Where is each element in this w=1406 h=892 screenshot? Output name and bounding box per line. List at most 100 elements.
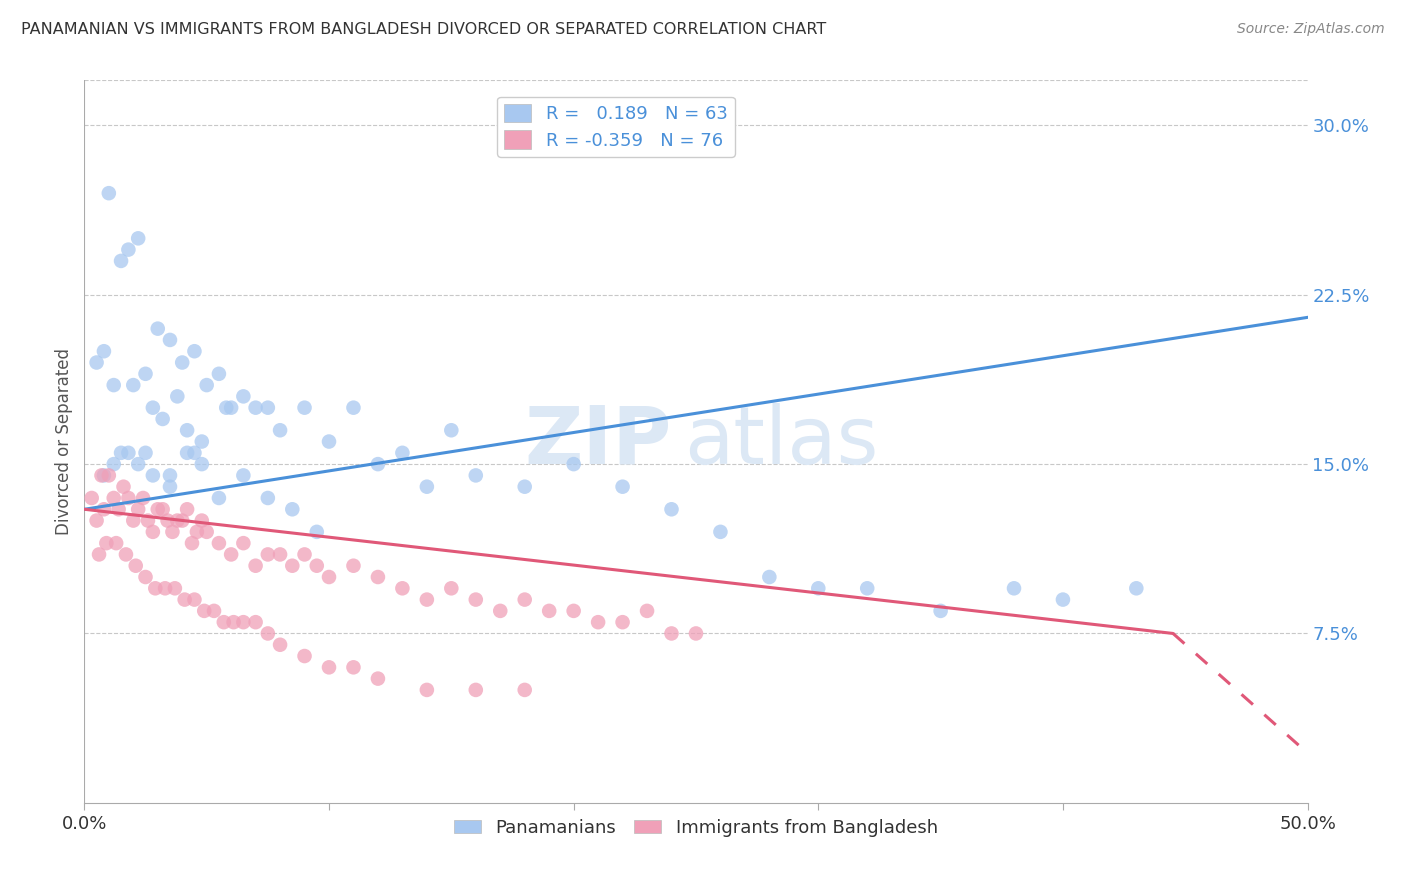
Point xyxy=(117,491,139,505)
Point xyxy=(586,615,609,630)
Point xyxy=(440,423,463,437)
Point xyxy=(110,253,132,268)
Point xyxy=(269,423,291,437)
Point xyxy=(342,660,364,674)
Point xyxy=(172,514,194,528)
Point xyxy=(156,514,179,528)
Text: PANAMANIAN VS IMMIGRANTS FROM BANGLADESH DIVORCED OR SEPARATED CORRELATION CHART: PANAMANIAN VS IMMIGRANTS FROM BANGLADESH… xyxy=(21,22,827,37)
Point xyxy=(367,672,389,686)
Point xyxy=(281,558,304,573)
Point xyxy=(132,491,155,505)
Point xyxy=(191,434,214,449)
Point xyxy=(612,480,634,494)
Point xyxy=(257,401,280,415)
Point xyxy=(294,648,316,663)
Point xyxy=(162,524,184,539)
Point xyxy=(232,389,254,403)
Point xyxy=(212,615,235,630)
Point xyxy=(87,548,110,562)
Point xyxy=(1002,582,1025,596)
Point xyxy=(103,491,125,505)
Point xyxy=(127,231,149,245)
Point xyxy=(127,502,149,516)
Point xyxy=(103,457,125,471)
Point xyxy=(115,548,138,562)
Point xyxy=(464,592,486,607)
Point xyxy=(112,480,135,494)
Point xyxy=(269,548,291,562)
Point xyxy=(176,502,198,516)
Point xyxy=(367,570,389,584)
Point xyxy=(685,626,707,640)
Point xyxy=(135,446,157,460)
Point xyxy=(513,682,536,697)
Point xyxy=(1052,592,1074,607)
Point xyxy=(612,615,634,630)
Point xyxy=(208,536,231,550)
Point xyxy=(93,468,115,483)
Point xyxy=(464,682,486,697)
Point xyxy=(1125,582,1147,596)
Point xyxy=(440,582,463,596)
Point xyxy=(202,604,225,618)
Point xyxy=(513,592,536,607)
Point xyxy=(758,570,780,584)
Point xyxy=(305,558,328,573)
Point xyxy=(416,682,439,697)
Point xyxy=(257,491,280,505)
Point xyxy=(232,615,254,630)
Point xyxy=(245,401,267,415)
Point xyxy=(513,480,536,494)
Point xyxy=(117,446,139,460)
Point xyxy=(281,502,304,516)
Point xyxy=(159,480,181,494)
Point xyxy=(636,604,658,618)
Point xyxy=(416,480,439,494)
Point xyxy=(186,524,208,539)
Point xyxy=(176,446,198,460)
Point xyxy=(195,524,218,539)
Text: atlas: atlas xyxy=(683,402,879,481)
Point xyxy=(146,321,169,335)
Point xyxy=(294,401,316,415)
Y-axis label: Divorced or Separated: Divorced or Separated xyxy=(55,348,73,535)
Point xyxy=(146,502,169,516)
Point xyxy=(166,389,188,403)
Point xyxy=(318,660,340,674)
Point xyxy=(159,468,181,483)
Point xyxy=(245,558,267,573)
Point xyxy=(464,468,486,483)
Point xyxy=(125,558,148,573)
Point xyxy=(142,524,165,539)
Point xyxy=(367,457,389,471)
Point xyxy=(222,615,245,630)
Point xyxy=(176,423,198,437)
Point xyxy=(166,514,188,528)
Point xyxy=(215,401,238,415)
Point xyxy=(97,468,120,483)
Point xyxy=(96,536,118,550)
Point xyxy=(416,592,439,607)
Point xyxy=(391,446,413,460)
Point xyxy=(294,548,316,562)
Point xyxy=(127,457,149,471)
Point xyxy=(136,514,159,528)
Point xyxy=(181,536,204,550)
Point xyxy=(135,570,157,584)
Point xyxy=(257,548,280,562)
Legend: Panamanians, Immigrants from Bangladesh: Panamanians, Immigrants from Bangladesh xyxy=(447,812,945,845)
Point xyxy=(152,502,174,516)
Point xyxy=(257,626,280,640)
Point xyxy=(538,604,561,618)
Point xyxy=(232,536,254,550)
Point xyxy=(191,514,214,528)
Point xyxy=(173,592,195,607)
Point xyxy=(489,604,512,618)
Text: Source: ZipAtlas.com: Source: ZipAtlas.com xyxy=(1237,22,1385,37)
Point xyxy=(103,378,125,392)
Point xyxy=(856,582,879,596)
Point xyxy=(709,524,731,539)
Point xyxy=(208,491,231,505)
Point xyxy=(159,333,181,347)
Point xyxy=(661,502,683,516)
